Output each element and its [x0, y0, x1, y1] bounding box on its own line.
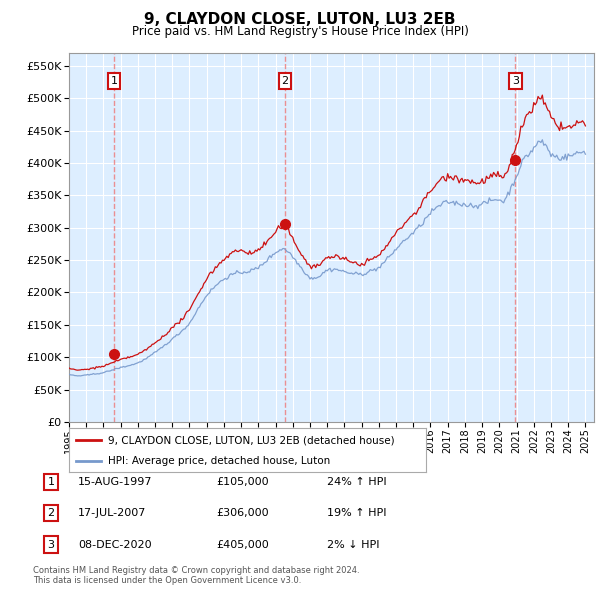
Text: 19% ↑ HPI: 19% ↑ HPI [327, 509, 386, 518]
Text: HPI: Average price, detached house, Luton: HPI: Average price, detached house, Luto… [108, 456, 331, 466]
Text: 2: 2 [281, 76, 289, 86]
Text: £405,000: £405,000 [216, 540, 269, 549]
Text: £306,000: £306,000 [216, 509, 269, 518]
Text: 15-AUG-1997: 15-AUG-1997 [78, 477, 152, 487]
Text: 1: 1 [47, 477, 55, 487]
Text: 9, CLAYDON CLOSE, LUTON, LU3 2EB (detached house): 9, CLAYDON CLOSE, LUTON, LU3 2EB (detach… [108, 435, 395, 445]
Text: 24% ↑ HPI: 24% ↑ HPI [327, 477, 386, 487]
Text: 3: 3 [47, 540, 55, 549]
Text: 17-JUL-2007: 17-JUL-2007 [78, 509, 146, 518]
Text: 3: 3 [512, 76, 519, 86]
Text: This data is licensed under the Open Government Licence v3.0.: This data is licensed under the Open Gov… [33, 576, 301, 585]
Text: Price paid vs. HM Land Registry's House Price Index (HPI): Price paid vs. HM Land Registry's House … [131, 25, 469, 38]
Text: 2: 2 [47, 509, 55, 518]
Text: 1: 1 [110, 76, 118, 86]
Text: 9, CLAYDON CLOSE, LUTON, LU3 2EB: 9, CLAYDON CLOSE, LUTON, LU3 2EB [144, 12, 456, 27]
Text: Contains HM Land Registry data © Crown copyright and database right 2024.: Contains HM Land Registry data © Crown c… [33, 566, 359, 575]
Text: 2% ↓ HPI: 2% ↓ HPI [327, 540, 380, 549]
Text: 08-DEC-2020: 08-DEC-2020 [78, 540, 152, 549]
Text: £105,000: £105,000 [216, 477, 269, 487]
